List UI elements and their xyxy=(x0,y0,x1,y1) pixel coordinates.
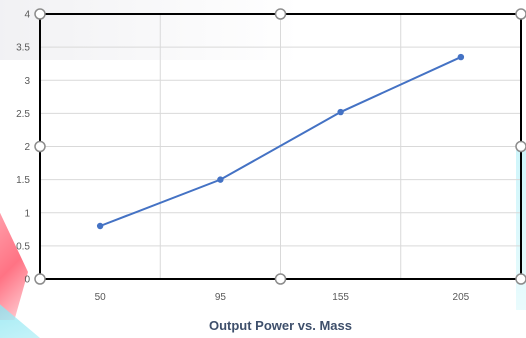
y-tick-label: 1.5 xyxy=(16,175,30,186)
x-tick-label: 155 xyxy=(332,292,349,303)
series-line[interactable] xyxy=(99,56,462,227)
data-point[interactable] xyxy=(337,108,344,116)
chart-title: Output Power vs. Mass xyxy=(209,318,352,333)
resize-handle[interactable] xyxy=(515,273,526,285)
resize-handles[interactable] xyxy=(34,8,526,285)
x-tick-label: 50 xyxy=(95,292,107,303)
x-tick-labels: 50 95 155 205 xyxy=(95,292,470,303)
resize-handle[interactable] xyxy=(515,8,526,20)
series-layer xyxy=(96,53,465,230)
data-point[interactable] xyxy=(96,222,104,230)
resize-handle[interactable] xyxy=(34,273,46,285)
resize-handle[interactable] xyxy=(515,140,526,153)
x-tick-label: 95 xyxy=(215,292,227,303)
y-tick-label: 0.5 xyxy=(16,241,30,252)
resize-handle[interactable] xyxy=(34,8,46,20)
y-tick-label: 3 xyxy=(24,76,30,87)
x-tick-label: 205 xyxy=(453,292,470,303)
resize-handle[interactable] xyxy=(34,140,46,153)
data-point[interactable] xyxy=(217,176,224,183)
resize-handle[interactable] xyxy=(274,8,287,20)
y-tick-label: 3.5 xyxy=(16,43,30,54)
y-tick-label: 0 xyxy=(24,275,30,286)
y-tick-label: 4 xyxy=(24,10,30,21)
y-tick-label: 2 xyxy=(24,142,30,153)
resize-handle[interactable] xyxy=(274,273,287,285)
data-point[interactable] xyxy=(457,53,465,61)
y-tick-label: 2.5 xyxy=(16,109,30,120)
y-tick-label: 1 xyxy=(24,208,30,219)
y-tick-labels: 0 0.5 1 1.5 2 2.5 3 3.5 4 xyxy=(16,10,30,286)
